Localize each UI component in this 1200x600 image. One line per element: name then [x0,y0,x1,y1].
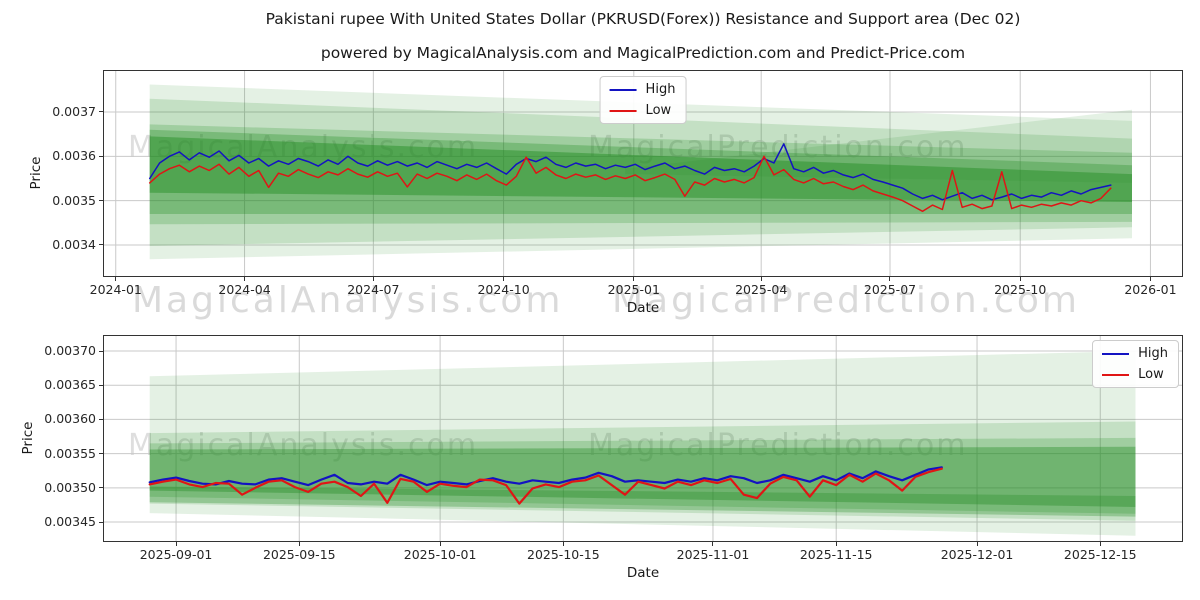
x-tick-label: 2024-10 [477,282,530,297]
y-tick-mark [99,418,103,420]
y-tick-mark [99,200,103,202]
legend-item: Low [1102,367,1168,382]
support-resistance-band [149,84,1132,260]
y-tick-mark [99,155,103,157]
y-tick-mark [99,453,103,455]
x-tick-mark [633,277,635,281]
y-tick-label: 0.0035 [52,192,96,208]
legend-item: High [1102,346,1168,361]
watermark-analysis: MagicalAnalysis.com [128,428,479,463]
watermark-prediction: MagicalPrediction.com [588,130,968,165]
watermark-analysis: MagicalAnalysis.com [132,280,564,321]
y-tick-label: 0.00350 [44,479,96,495]
x-axis-label-bottom: Date [626,565,660,581]
high-line [148,143,1112,201]
x-tick-mark [1149,277,1151,281]
support-resistance-band [625,109,1132,183]
low-legend-swatch [1102,373,1130,376]
x-tick-label: 2025-12-15 [1063,547,1137,562]
low-legend-swatch [609,109,637,112]
x-tick-mark [175,542,177,546]
legend-item: Low [609,103,676,118]
legend-item: High [609,82,676,97]
x-tick-mark [712,542,714,546]
x-tick-label: 2026-01 [1124,282,1177,297]
x-tick-mark [503,277,505,281]
y-tick-label: 0.00370 [44,343,96,358]
x-tick-label: 2025-04 [735,282,788,297]
legend-label: High [645,82,676,97]
support-resistance-band [149,98,1132,246]
y-tick-mark [99,350,103,352]
pkrusd-full-history-canvas [103,70,1183,277]
support-resistance-band [149,136,1132,202]
price-chart-recent-zoom: 2025-09-01 2025-09-15 2025-10-01 2025-10-15… [44,335,1183,562]
x-tick-label: 2025-09-01 [139,547,213,562]
x-tick-label: 2025-11-01 [676,547,750,562]
legend: High Low [599,76,687,124]
y-tick-label: 0.0034 [52,236,96,252]
y-tick-label: 0.00345 [44,514,96,530]
x-tick-label: 2025-09-15 [262,547,336,562]
y-tick-label: 0.0036 [52,148,96,164]
x-tick-label: 2025-10 [994,282,1047,297]
legend-label: Low [1138,367,1164,382]
x-axis-label-top: Date [626,300,660,316]
y-tick-mark [99,384,103,386]
x-tick-mark [1019,277,1021,281]
x-tick-label: 2025-11-15 [799,547,873,562]
y-tick-mark [99,487,103,489]
x-tick-label: 2024-01 [89,282,142,297]
y-tick-mark [99,521,103,523]
chart-title: Pakistani rupee With United States Dolla… [265,10,1021,28]
legend: High Low [1092,340,1179,388]
x-tick-label: 2024-04 [218,282,271,297]
x-tick-label: 2025-12-01 [940,547,1014,562]
watermark-prediction: MagicalPrediction.com [612,280,1080,321]
high-line [148,466,943,487]
high-legend-swatch [1102,352,1130,355]
x-tick-label: 2024-07 [347,282,400,297]
y-tick-label: 0.00360 [44,411,96,427]
watermark-prediction: MagicalPrediction.com [588,428,968,463]
y-tick-mark [99,244,103,246]
low-line [148,467,943,505]
y-tick-mark [99,111,103,113]
x-tick-mark [372,277,374,281]
low-line [148,155,1112,213]
y-tick-label: 0.00355 [44,445,96,461]
x-tick-mark [298,542,300,546]
support-resistance-band [149,351,1136,536]
y-tick-label: 0.0037 [52,103,96,119]
support-resistance-band [149,421,1136,521]
support-resistance-band [149,446,1136,507]
x-tick-mark [562,542,564,546]
support-resistance-band [149,124,1132,225]
legend-label: High [1138,346,1168,361]
high-legend-swatch [609,88,637,91]
x-tick-mark [760,277,762,281]
price-chart-full-range: 2024-01 2024-04 2024-07 2024-10 2025-01 2025-… [52,70,1183,297]
x-tick-label: 2025-10-15 [527,547,600,562]
chart-subtitle: powered by MagicalAnalysis.com and Magic… [320,44,966,62]
x-tick-mark [889,277,891,281]
x-tick-mark [1099,542,1101,546]
x-tick-mark [976,542,978,546]
support-resistance-band [149,437,1136,514]
pkrusd-recent-zoom-canvas [103,335,1183,542]
x-tick-label: 2025-10-01 [403,547,477,562]
x-tick-mark [244,277,246,281]
y-tick-label: 0.00365 [44,377,96,393]
x-tick-mark [439,542,441,546]
x-tick-label: 2025-01 [607,282,660,297]
legend-label: Low [645,103,672,118]
x-tick-mark [835,542,837,546]
x-tick-label: 2025-07 [863,282,917,297]
support-resistance-band [149,129,1132,214]
x-tick-mark [115,277,117,281]
support-resistance-band [149,486,1136,517]
